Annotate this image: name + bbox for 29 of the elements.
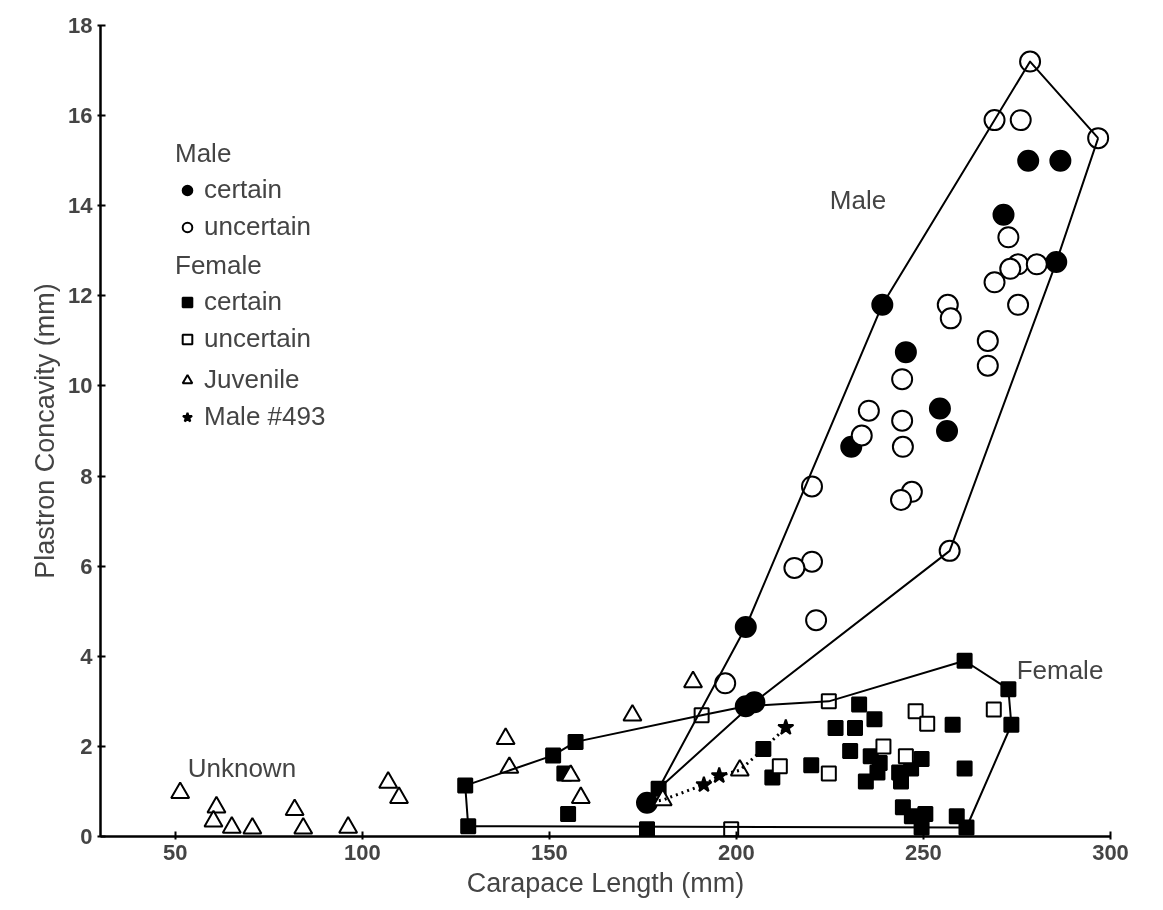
legend-label: uncertain	[204, 211, 311, 242]
legend-label: Juvenile	[204, 364, 300, 395]
y-tick-label: 12	[68, 283, 93, 309]
legend-label: Male #493	[204, 401, 326, 432]
y-tick-label: 14	[68, 193, 94, 219]
annotation: Female	[175, 250, 263, 281]
x-tick-label: 200	[718, 839, 755, 865]
annotation: Unknown	[187, 752, 297, 783]
x-tick-label: 300	[1092, 839, 1129, 865]
annotation: Male	[829, 184, 887, 215]
y-axis-title: Plastron Concavity (mm)	[30, 283, 61, 579]
annotation: Female	[1016, 655, 1104, 686]
y-tick-label: 10	[68, 373, 93, 399]
y-tick-label: 2	[80, 733, 93, 759]
y-tick-label: 8	[80, 463, 93, 489]
y-tick-label: 4	[80, 643, 94, 669]
legend-label: uncertain	[204, 323, 311, 354]
y-tick-label: 18	[68, 13, 93, 38]
x-tick-label: 50	[163, 839, 188, 865]
legend-label: certain	[204, 174, 283, 205]
x-tick-label: 100	[344, 839, 381, 865]
y-tick-label: 6	[80, 553, 93, 579]
x-tick-label: 150	[531, 839, 568, 865]
legend-label: certain	[204, 286, 283, 317]
annotation: Male	[175, 138, 233, 169]
y-tick-label: 16	[68, 103, 93, 129]
x-tick-label: 250	[905, 839, 942, 865]
y-tick-label: 0	[80, 824, 93, 849]
x-axis-title: Carapace Length (mm)	[466, 867, 745, 898]
